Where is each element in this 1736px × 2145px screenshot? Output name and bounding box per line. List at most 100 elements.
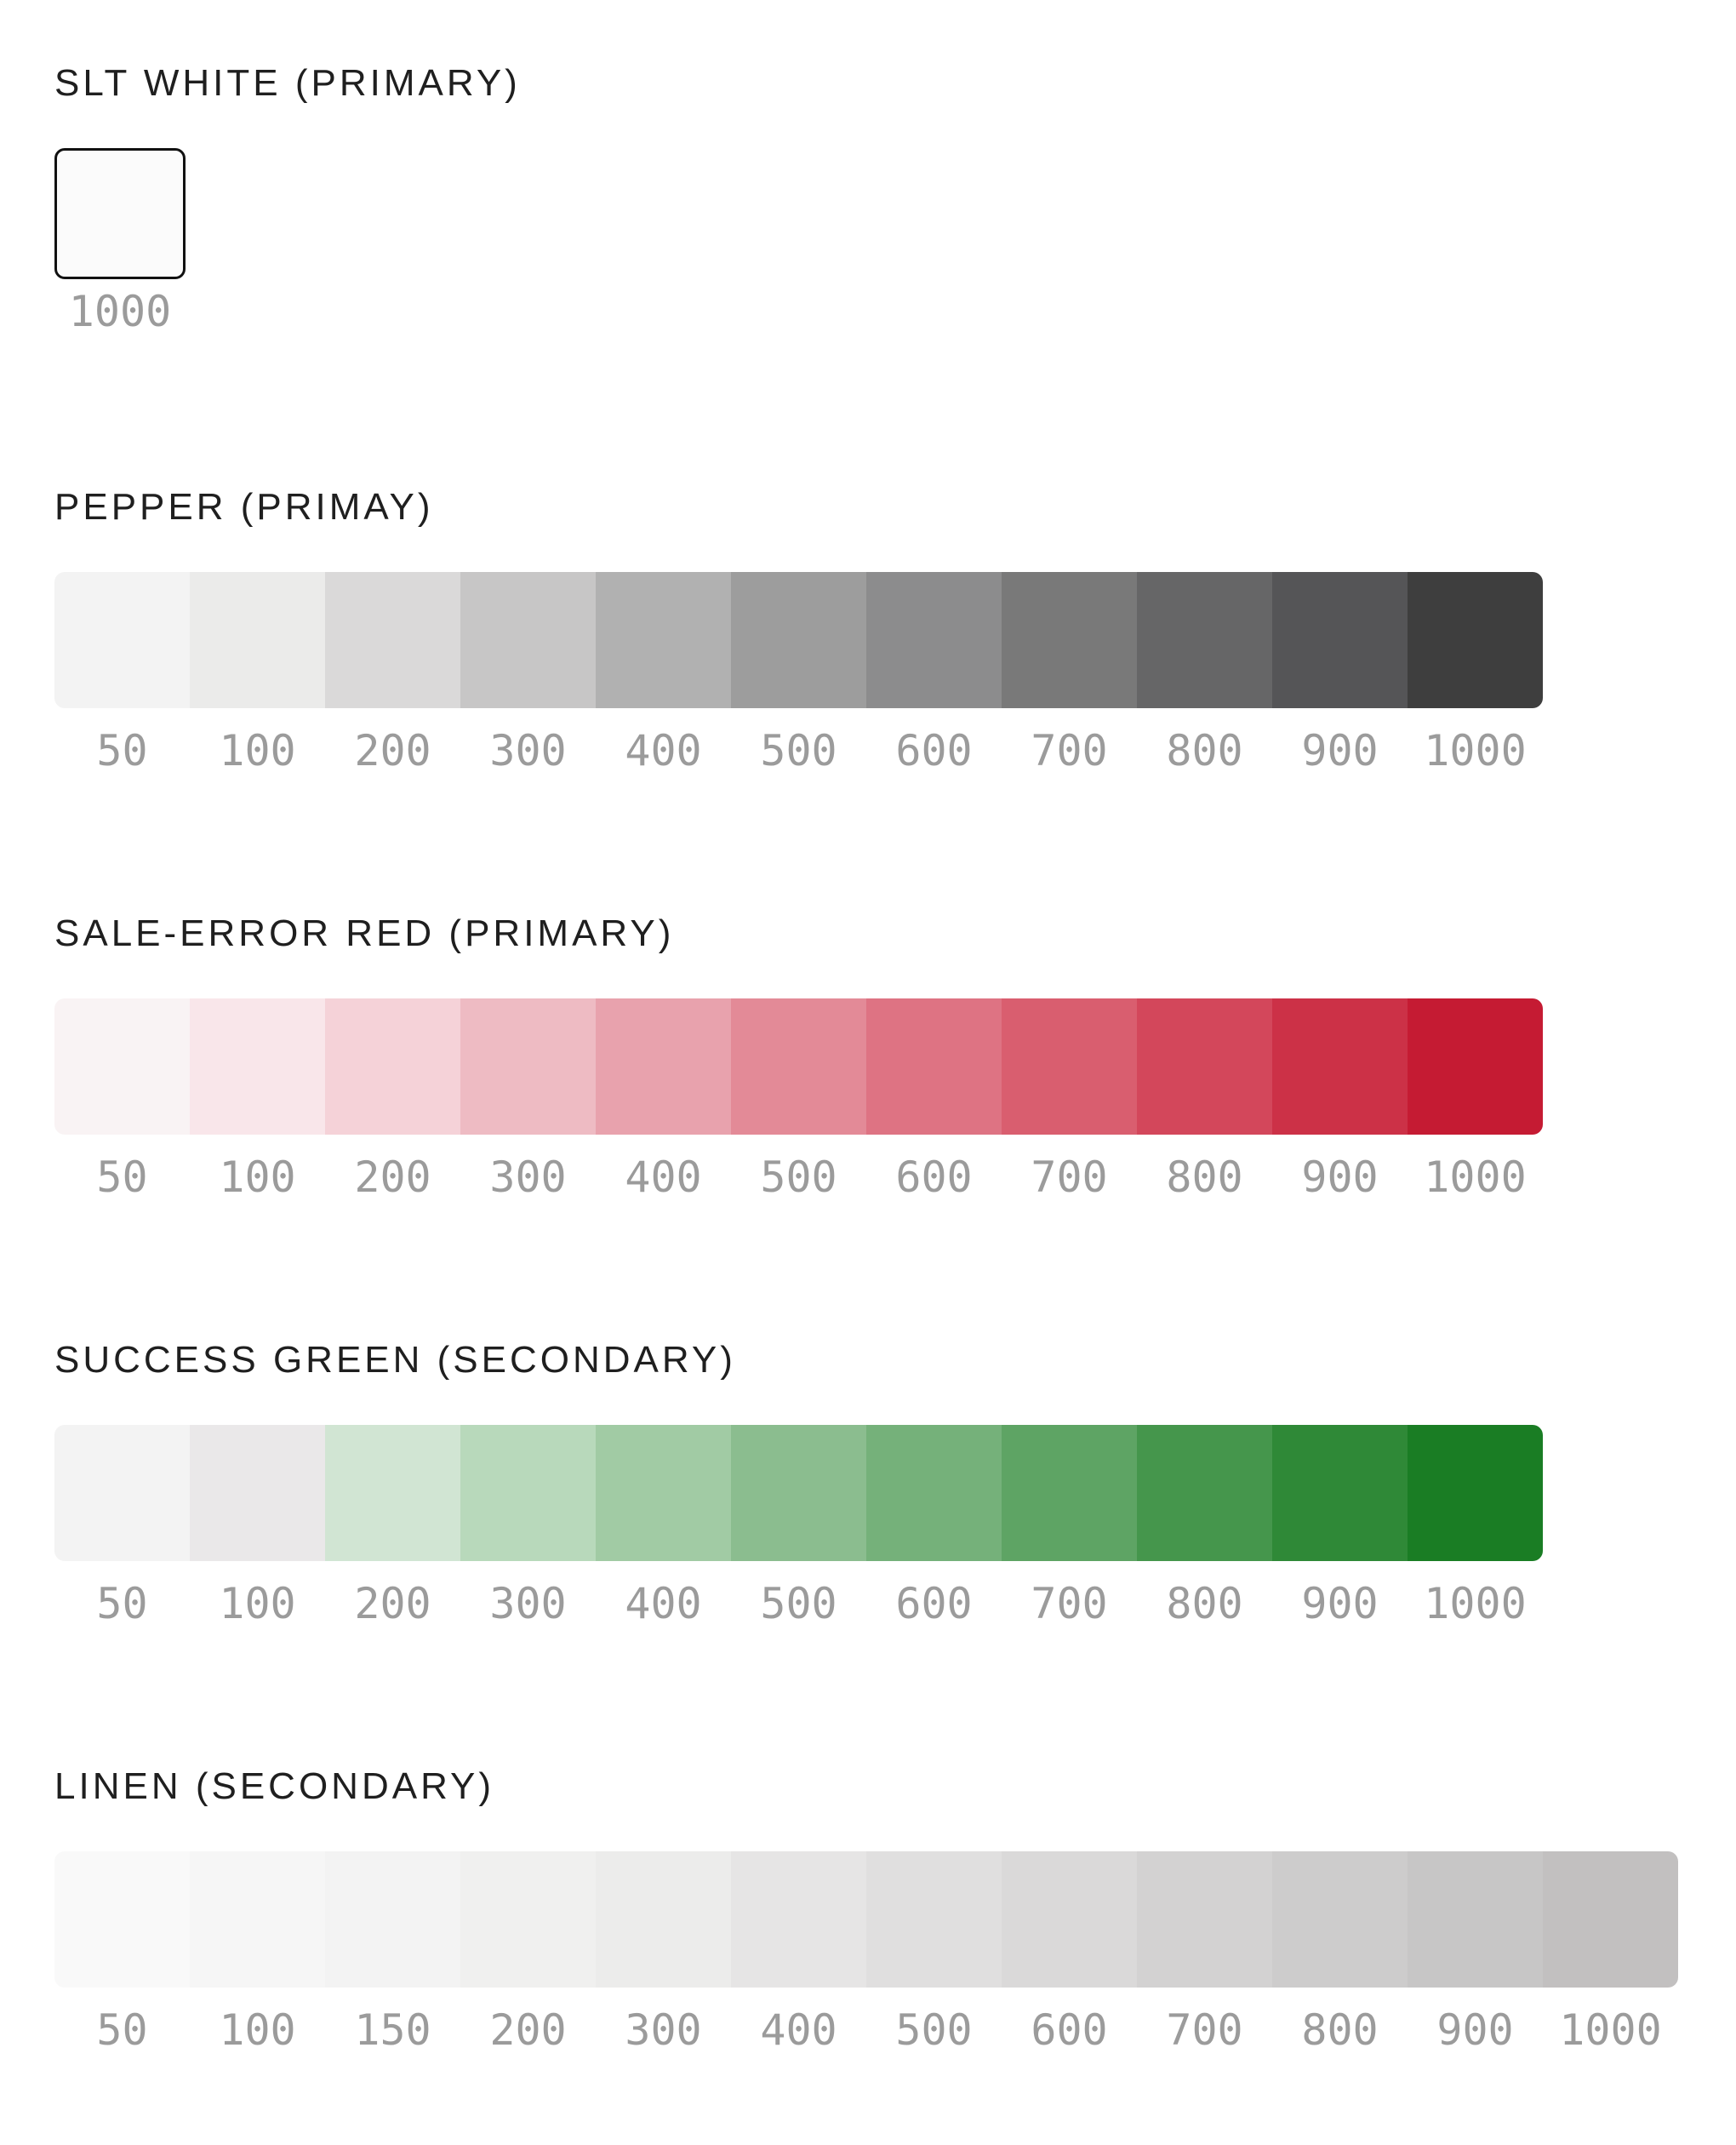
color-swatch[interactable]: [460, 1425, 596, 1561]
color-swatch[interactable]: [596, 1425, 731, 1561]
color-swatch[interactable]: [1408, 998, 1543, 1135]
color-swatch[interactable]: [1137, 1851, 1272, 1988]
swatch-label: 500: [760, 1153, 837, 1202]
swatch-label: 200: [354, 1579, 431, 1628]
color-swatch[interactable]: [1408, 1851, 1543, 1988]
color-swatch[interactable]: [54, 1851, 190, 1988]
color-swatch[interactable]: [460, 572, 596, 708]
swatch-label: 150: [354, 2005, 431, 2055]
color-swatch[interactable]: [1543, 1851, 1678, 1988]
color-swatch[interactable]: [190, 572, 325, 708]
color-swatch[interactable]: [1408, 572, 1543, 708]
color-swatch[interactable]: [54, 572, 190, 708]
swatch-label: 600: [895, 726, 973, 775]
color-swatch[interactable]: [190, 1851, 325, 1988]
swatch-label: 900: [1301, 1153, 1379, 1202]
color-swatch[interactable]: [460, 1851, 596, 1988]
color-swatch[interactable]: [596, 572, 731, 708]
swatch-label: 600: [895, 1579, 973, 1628]
color-swatch[interactable]: [1137, 1425, 1272, 1561]
swatch-label: 1000: [1424, 726, 1527, 775]
swatch-label: 400: [625, 1579, 702, 1628]
color-swatch[interactable]: [325, 572, 460, 708]
color-swatch[interactable]: [1272, 1425, 1408, 1561]
swatch-labels: 50 100 200 300 400 500 600 700 800 900 1…: [54, 1578, 1543, 1629]
swatch-label: 300: [625, 2005, 702, 2055]
color-swatch[interactable]: [1002, 998, 1137, 1135]
color-swatch[interactable]: [866, 572, 1002, 708]
swatch-label: 800: [1166, 1579, 1243, 1628]
color-swatch[interactable]: [325, 998, 460, 1135]
palette-title: PEPPER (PRIMAY): [54, 486, 434, 528]
swatch-label: 100: [219, 726, 296, 775]
swatch-label: 100: [219, 1153, 296, 1202]
color-swatch[interactable]: [1272, 1851, 1408, 1988]
swatch-label: 700: [1031, 1153, 1108, 1202]
swatch-labels: 50 100 200 300 400 500 600 700 800 900 1…: [54, 725, 1543, 776]
swatch-label: 50: [96, 726, 148, 775]
swatch-label: 900: [1301, 1579, 1379, 1628]
swatch-labels: 50 100 150 200 300 400 500 600 700 800 9…: [54, 2005, 1678, 2056]
color-swatch[interactable]: [1002, 1425, 1137, 1561]
color-swatch[interactable]: [190, 998, 325, 1135]
swatch-label: 50: [96, 2005, 148, 2055]
swatch-strip: [54, 572, 1543, 708]
color-swatch[interactable]: [1002, 1851, 1137, 1988]
swatch-label: 100: [219, 1579, 296, 1628]
swatch-label: 400: [760, 2005, 837, 2055]
swatch-label: 900: [1301, 726, 1379, 775]
color-swatch[interactable]: [1002, 572, 1137, 708]
color-swatch[interactable]: [731, 1851, 866, 1988]
color-swatch[interactable]: [325, 1851, 460, 1988]
swatch-strip: [54, 998, 1543, 1135]
color-swatch[interactable]: [1137, 572, 1272, 708]
swatch-labels: 50 100 200 300 400 500 600 700 800 900 1…: [54, 1152, 1543, 1203]
palette-title: SALE-ERROR RED (PRIMARY): [54, 912, 675, 954]
color-swatch[interactable]: [54, 1425, 190, 1561]
color-swatch[interactable]: [1272, 998, 1408, 1135]
swatch-label: 1000: [1559, 2005, 1662, 2055]
swatch-label: 800: [1166, 1153, 1243, 1202]
swatch-strip: [54, 1425, 1543, 1561]
color-swatch[interactable]: [1408, 1425, 1543, 1561]
swatch-label: 50: [96, 1153, 148, 1202]
color-swatch[interactable]: [731, 572, 866, 708]
color-swatch[interactable]: [325, 1425, 460, 1561]
color-swatch[interactable]: [866, 998, 1002, 1135]
color-swatch[interactable]: [190, 1425, 325, 1561]
swatch-label: 1000: [1424, 1153, 1527, 1202]
color-swatch[interactable]: [460, 998, 596, 1135]
swatch-label: 800: [1166, 726, 1243, 775]
color-swatch[interactable]: [731, 1425, 866, 1561]
color-swatch[interactable]: [866, 1851, 1002, 1988]
palette-title: SLT WHITE (PRIMARY): [54, 62, 521, 104]
swatch-label: 300: [489, 726, 567, 775]
swatch-label: 700: [1031, 1579, 1108, 1628]
swatch-label: 600: [1031, 2005, 1108, 2055]
swatch-label: 700: [1166, 2005, 1243, 2055]
color-swatch[interactable]: [731, 998, 866, 1135]
color-swatch[interactable]: [1137, 998, 1272, 1135]
swatch-label: 1000: [1424, 1579, 1527, 1628]
swatch-label: 800: [1301, 2005, 1379, 2055]
swatch-label: 50: [96, 1579, 148, 1628]
palette-title: SUCCESS GREEN (SECONDARY): [54, 1339, 736, 1381]
color-swatch[interactable]: [596, 1851, 731, 1988]
swatch-label: 900: [1436, 2005, 1514, 2055]
swatch-label: 400: [625, 1153, 702, 1202]
color-swatch[interactable]: [596, 998, 731, 1135]
swatch-label: 200: [354, 726, 431, 775]
swatch-label: 700: [1031, 726, 1108, 775]
swatch-label: 600: [895, 1153, 973, 1202]
color-swatch[interactable]: [54, 148, 186, 279]
swatch-label: 500: [760, 726, 837, 775]
swatch-label: 400: [625, 726, 702, 775]
palette-title: LINEN (SECONDARY): [54, 1765, 495, 1807]
swatch-label: 200: [489, 2005, 567, 2055]
swatch-strip: [54, 1851, 1678, 1988]
swatch-label: 1000: [68, 287, 172, 336]
color-swatch[interactable]: [866, 1425, 1002, 1561]
color-swatch[interactable]: [1272, 572, 1408, 708]
swatch-label: 300: [489, 1153, 567, 1202]
color-swatch[interactable]: [54, 998, 190, 1135]
